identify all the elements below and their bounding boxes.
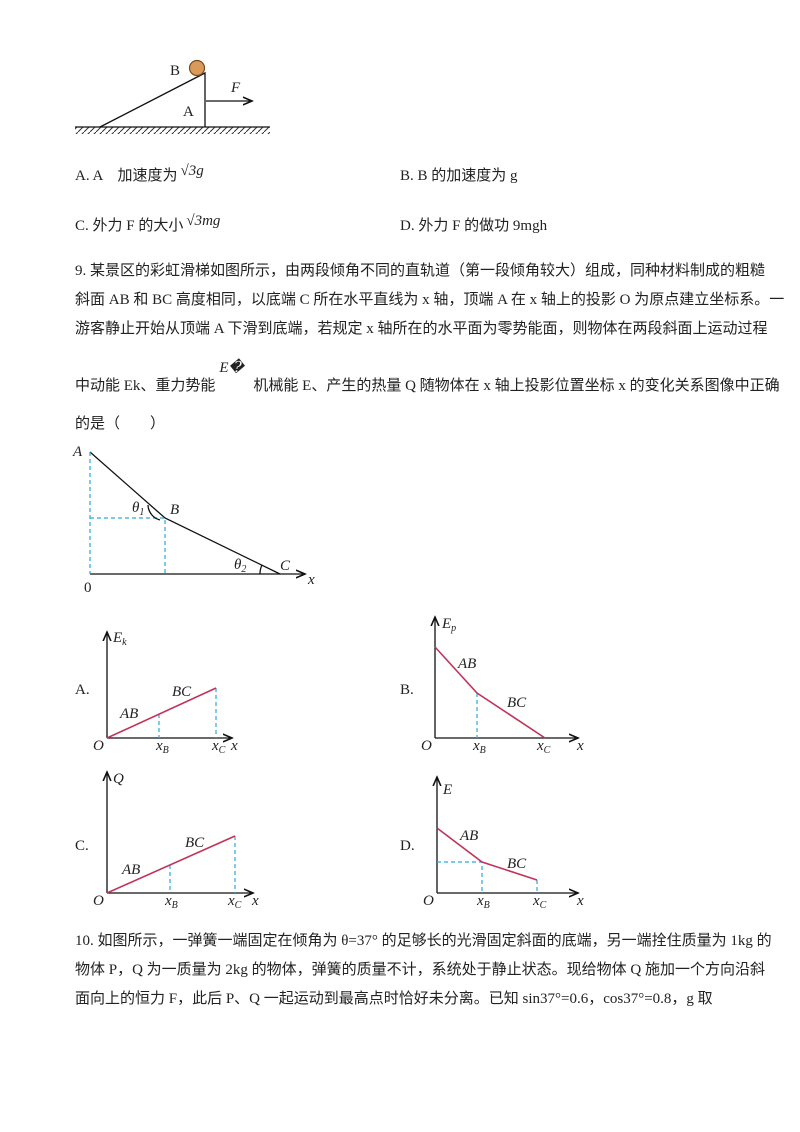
label: C — [280, 558, 291, 574]
tick-label-sub: B — [172, 900, 178, 911]
option-label: C. — [75, 838, 89, 854]
label: x — [307, 572, 315, 588]
y-label-sub: k — [122, 637, 127, 648]
segment-label: BC — [507, 856, 527, 872]
tick-label-main: x — [472, 738, 480, 754]
segment-label: AB — [459, 828, 478, 844]
x-label: x — [576, 893, 584, 909]
segment-label: AB — [119, 706, 138, 722]
question-line: 斜面 AB 和 BC 高度相同，以底端 C 所在水平直线为 x 轴，顶端 A 在… — [75, 291, 784, 308]
question-line: 机械能 E、产生的热量 Q 随物体在 x 轴上投影位置坐标 x 的变化关系图像中… — [253, 377, 779, 394]
tick-label-sub: B — [163, 745, 169, 756]
label-main: θ — [132, 500, 140, 516]
segment-label: AB — [121, 862, 140, 878]
tick-label: xC — [532, 893, 547, 911]
graph-line — [106, 835, 236, 894]
option-math: √3mg — [186, 213, 221, 229]
slide — [89, 451, 281, 575]
tick-label-main: x — [164, 893, 172, 909]
tick-label: xC — [536, 738, 551, 756]
tick-label: xB — [476, 893, 490, 911]
tick-label-sub: C — [544, 745, 551, 756]
segment-label: BC — [172, 684, 192, 700]
tick-label-sub: B — [484, 900, 490, 911]
y-label-main: E — [441, 616, 451, 632]
tick-label: xB — [164, 893, 178, 911]
label: θ1 — [132, 500, 144, 518]
tick-label: xC — [211, 738, 226, 756]
tick-label-main: x — [532, 893, 540, 909]
origin-label: O — [421, 738, 432, 754]
label: θ2 — [234, 557, 246, 575]
label: B — [170, 63, 180, 79]
inline-symbol: E� — [218, 358, 245, 376]
label: A — [183, 104, 194, 120]
tick-label-main: x — [536, 738, 544, 754]
tick-label: xB — [155, 738, 169, 756]
y-label: Ep — [441, 616, 456, 634]
question-line: 物体 P，Q 为一质量为 2kg 的物体，弹簧的质量不计，系统处于静止状态。现给… — [75, 961, 765, 978]
tick-label-main: x — [227, 893, 235, 909]
option-text: D. 外力 F 的做功 9mgh — [400, 217, 548, 234]
tick-label-main: x — [155, 738, 163, 754]
dashed-line — [90, 517, 166, 574]
x-label: x — [251, 893, 259, 909]
figure-8 — [75, 59, 270, 134]
tick-label-sub: B — [480, 745, 486, 756]
origin-label: O — [93, 893, 104, 909]
ball — [188, 59, 206, 77]
ground-hatch — [75, 127, 270, 134]
tick-label-sub: C — [219, 745, 226, 756]
tick-label-sub: C — [540, 900, 547, 911]
y-label-sub: p — [450, 623, 456, 634]
label-main: θ — [234, 557, 242, 573]
option-label: A. — [75, 682, 90, 698]
question-line: 10. 如图所示，一弹簧一端固定在倾角为 θ=37° 的足够长的光滑固定斜面的底… — [75, 932, 772, 949]
option-text: B. B 的加速度为 g — [400, 167, 518, 184]
graph-line — [106, 687, 217, 739]
label: A — [72, 444, 83, 460]
dashed-line — [437, 861, 483, 893]
origin-label: O — [93, 738, 104, 754]
option-math: √3g — [181, 163, 205, 179]
option-label: D. — [400, 838, 415, 854]
question-line: 游客静止开始从顶端 A 下滑到底端，若规定 x 轴所在的水平面为零势能面，则物体… — [75, 320, 768, 337]
tick-label-main: x — [476, 893, 484, 909]
label-sub: 1 — [139, 507, 144, 518]
y-label: E — [442, 782, 452, 798]
tick-label-main: x — [211, 738, 219, 754]
label: F — [230, 80, 241, 96]
question-line: 9. 某景区的彩虹滑梯如图所示，由两段倾角不同的直轨道（第一段倾角较大）组成，同… — [75, 261, 765, 279]
figure-9 — [89, 451, 305, 575]
label: B — [170, 502, 179, 518]
tick-label: xC — [227, 893, 242, 911]
x-label: x — [576, 738, 584, 754]
y-label: Ek — [112, 630, 127, 648]
tick-label-sub: C — [235, 900, 242, 911]
y-label: Q — [113, 771, 124, 787]
label-sub: 2 — [241, 564, 246, 575]
angle-arc — [259, 564, 263, 575]
origin-label: O — [423, 893, 434, 909]
angle-arc — [147, 504, 161, 521]
graph-line — [436, 827, 538, 881]
question-line: 面向上的恒力 F，此后 P、Q 一起运动到最高点时恰好未分离。已知 sin37°… — [75, 990, 713, 1007]
segment-label: BC — [507, 695, 527, 711]
label: 0 — [84, 580, 92, 596]
tick-label: xB — [472, 738, 486, 756]
segment-label: BC — [185, 835, 205, 851]
incline-block — [99, 71, 206, 128]
x-label: x — [230, 738, 238, 754]
question-line: 中动能 Ek、重力势能 — [75, 377, 215, 394]
option-text: C. 外力 F 的大小 — [75, 217, 183, 234]
segment-label: AB — [457, 656, 476, 672]
option-label: B. — [400, 682, 414, 698]
question-line: 的是（ ） — [75, 415, 165, 432]
option-text: A. A 加速度为 — [75, 167, 178, 184]
y-label-main: E — [112, 630, 122, 646]
graph-line — [434, 646, 546, 739]
